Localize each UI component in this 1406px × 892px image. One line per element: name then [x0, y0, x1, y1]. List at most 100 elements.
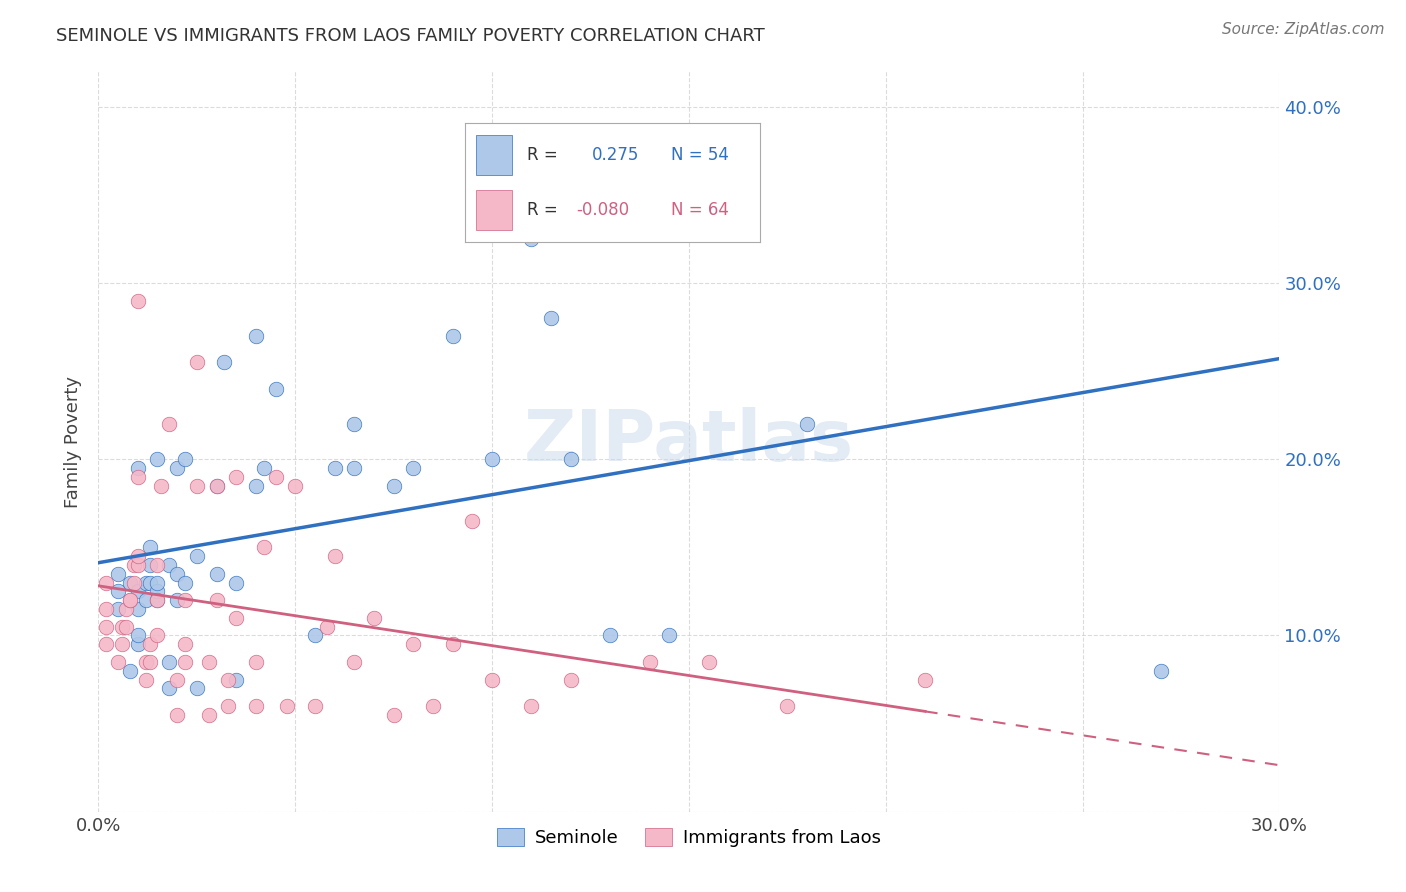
- Point: [205, 593, 228, 607]
- Point: [245, 698, 267, 713]
- Point: [146, 575, 169, 590]
- Point: [135, 575, 157, 590]
- Point: [422, 698, 444, 713]
- Point: [343, 417, 366, 431]
- Point: [217, 673, 239, 687]
- Point: [253, 461, 276, 475]
- Point: [520, 232, 543, 246]
- Text: SEMINOLE VS IMMIGRANTS FROM LAOS FAMILY POVERTY CORRELATION CHART: SEMINOLE VS IMMIGRANTS FROM LAOS FAMILY …: [56, 27, 765, 45]
- Point: [776, 698, 799, 713]
- Point: [138, 637, 160, 651]
- Point: [205, 566, 228, 581]
- Point: [1150, 664, 1173, 678]
- Point: [276, 698, 298, 713]
- Point: [127, 549, 149, 563]
- Point: [118, 664, 141, 678]
- Point: [166, 461, 188, 475]
- Point: [599, 628, 621, 642]
- Point: [245, 328, 267, 343]
- Point: [284, 478, 307, 492]
- Point: [264, 382, 287, 396]
- Point: [174, 637, 197, 651]
- Point: [127, 628, 149, 642]
- Point: [127, 293, 149, 308]
- Point: [560, 452, 582, 467]
- Point: [135, 673, 157, 687]
- Point: [135, 593, 157, 607]
- Point: [146, 593, 169, 607]
- Point: [111, 637, 134, 651]
- Point: [481, 452, 503, 467]
- Point: [197, 655, 219, 669]
- Point: [107, 655, 129, 669]
- Point: [796, 417, 818, 431]
- Point: [253, 541, 276, 555]
- Point: [315, 619, 337, 633]
- Point: [127, 470, 149, 484]
- Text: ZIPatlas: ZIPatlas: [524, 407, 853, 476]
- Point: [96, 619, 118, 633]
- Point: [174, 655, 197, 669]
- Point: [697, 223, 720, 237]
- Point: [186, 681, 208, 696]
- Point: [118, 593, 141, 607]
- Point: [157, 417, 180, 431]
- Point: [146, 452, 169, 467]
- Point: [146, 558, 169, 572]
- Point: [186, 549, 208, 563]
- Point: [186, 355, 208, 369]
- Y-axis label: Family Poverty: Family Poverty: [65, 376, 83, 508]
- Point: [150, 478, 173, 492]
- Point: [146, 593, 169, 607]
- Point: [402, 461, 425, 475]
- Point: [166, 673, 188, 687]
- Point: [146, 584, 169, 599]
- Point: [146, 628, 169, 642]
- Point: [135, 655, 157, 669]
- Point: [363, 611, 385, 625]
- Point: [481, 673, 503, 687]
- Point: [304, 628, 326, 642]
- Point: [402, 637, 425, 651]
- Point: [107, 566, 129, 581]
- Point: [382, 478, 405, 492]
- Point: [118, 593, 141, 607]
- Point: [914, 673, 936, 687]
- Point: [157, 681, 180, 696]
- Point: [382, 707, 405, 722]
- Point: [225, 470, 247, 484]
- Point: [225, 611, 247, 625]
- Point: [217, 698, 239, 713]
- Point: [107, 602, 129, 616]
- Point: [461, 514, 484, 528]
- Point: [157, 655, 180, 669]
- Point: [127, 461, 149, 475]
- Point: [343, 461, 366, 475]
- Point: [96, 602, 118, 616]
- Point: [225, 673, 247, 687]
- Point: [138, 558, 160, 572]
- Point: [264, 470, 287, 484]
- Point: [138, 541, 160, 555]
- Point: [127, 558, 149, 572]
- Point: [214, 355, 236, 369]
- Point: [122, 575, 145, 590]
- Point: [115, 602, 138, 616]
- Point: [520, 698, 543, 713]
- Point: [174, 593, 197, 607]
- Point: [115, 619, 138, 633]
- Point: [540, 311, 562, 326]
- Point: [166, 593, 188, 607]
- Point: [111, 619, 134, 633]
- Text: Source: ZipAtlas.com: Source: ZipAtlas.com: [1222, 22, 1385, 37]
- Point: [245, 655, 267, 669]
- Point: [197, 707, 219, 722]
- Point: [166, 566, 188, 581]
- Point: [245, 478, 267, 492]
- Point: [441, 328, 464, 343]
- Point: [96, 637, 118, 651]
- Point: [323, 549, 346, 563]
- Point: [560, 673, 582, 687]
- Point: [138, 655, 160, 669]
- Point: [658, 628, 681, 642]
